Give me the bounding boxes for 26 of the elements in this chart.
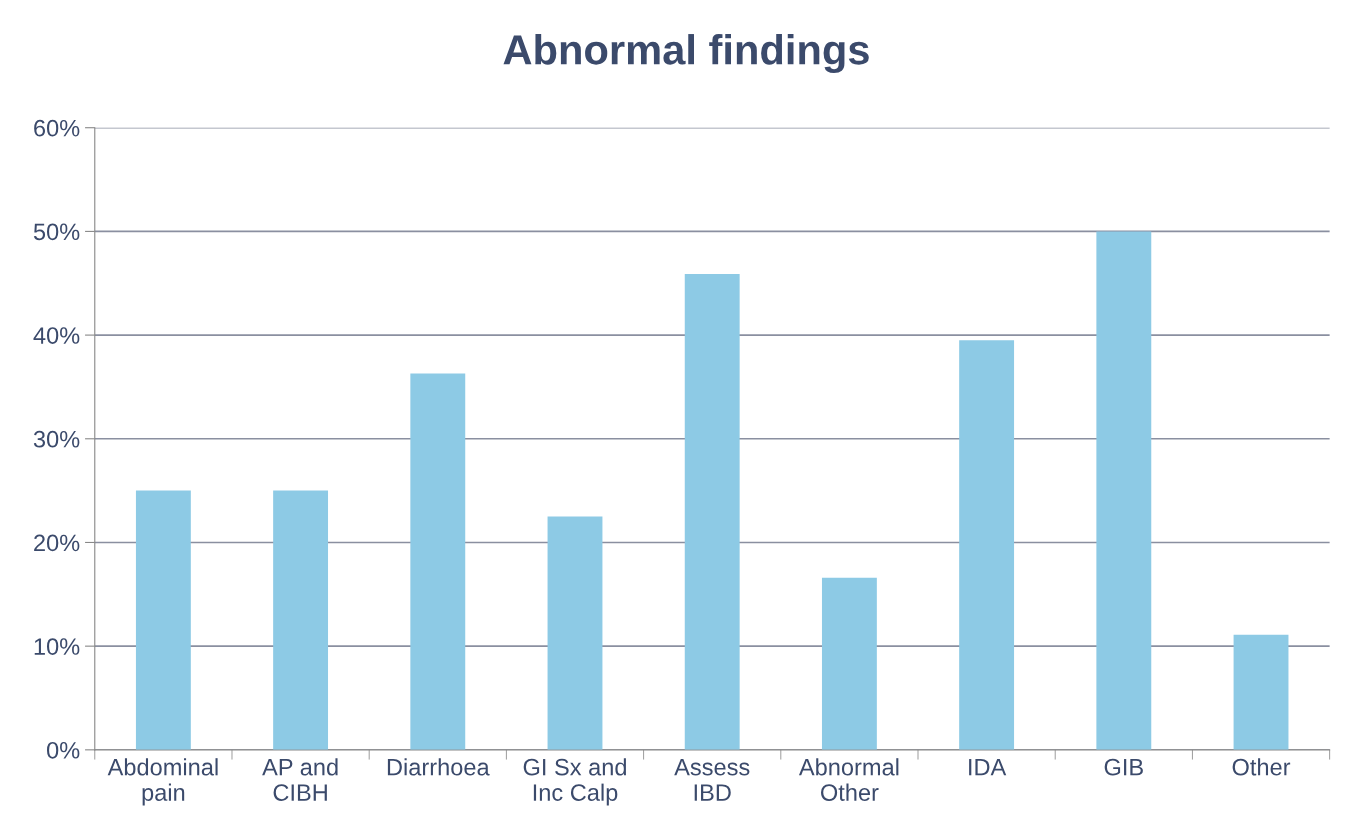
- bar: [1233, 634, 1289, 750]
- bar: [547, 516, 603, 750]
- x-tick-label: Assess IBD: [674, 759, 750, 801]
- bar: [1096, 231, 1152, 750]
- x-tick-label: Other: [1232, 758, 1291, 776]
- y-tick-label: 10%: [34, 638, 80, 655]
- x-tick-label: AP and CIBH: [262, 758, 338, 801]
- y-tick-label: 20%: [34, 534, 80, 552]
- chart-title: Abnormal findings: [503, 34, 869, 74]
- x-tick-label: Abdominal pain: [107, 758, 218, 806]
- bar: [135, 490, 191, 750]
- y-tick-label: 30%: [33, 430, 80, 448]
- bar: [821, 577, 877, 750]
- x-tick-label: Diarrhoea: [387, 758, 490, 776]
- y-tick-label: 60%: [34, 119, 80, 137]
- y-tick-label: 50%: [33, 223, 80, 241]
- y-tick-label: 0%: [46, 741, 80, 759]
- x-tick-label: Abnormal Other: [798, 758, 899, 801]
- bar: [684, 273, 740, 750]
- bar: [273, 490, 329, 750]
- x-tick-label: IDA: [969, 759, 1007, 776]
- x-tick-label: GI Sx and Inc Calp: [523, 758, 626, 806]
- y-tick-label: 40%: [33, 327, 80, 344]
- x-tick-label: GIB: [1104, 758, 1143, 776]
- bar: [959, 340, 1015, 750]
- bar: [410, 373, 466, 750]
